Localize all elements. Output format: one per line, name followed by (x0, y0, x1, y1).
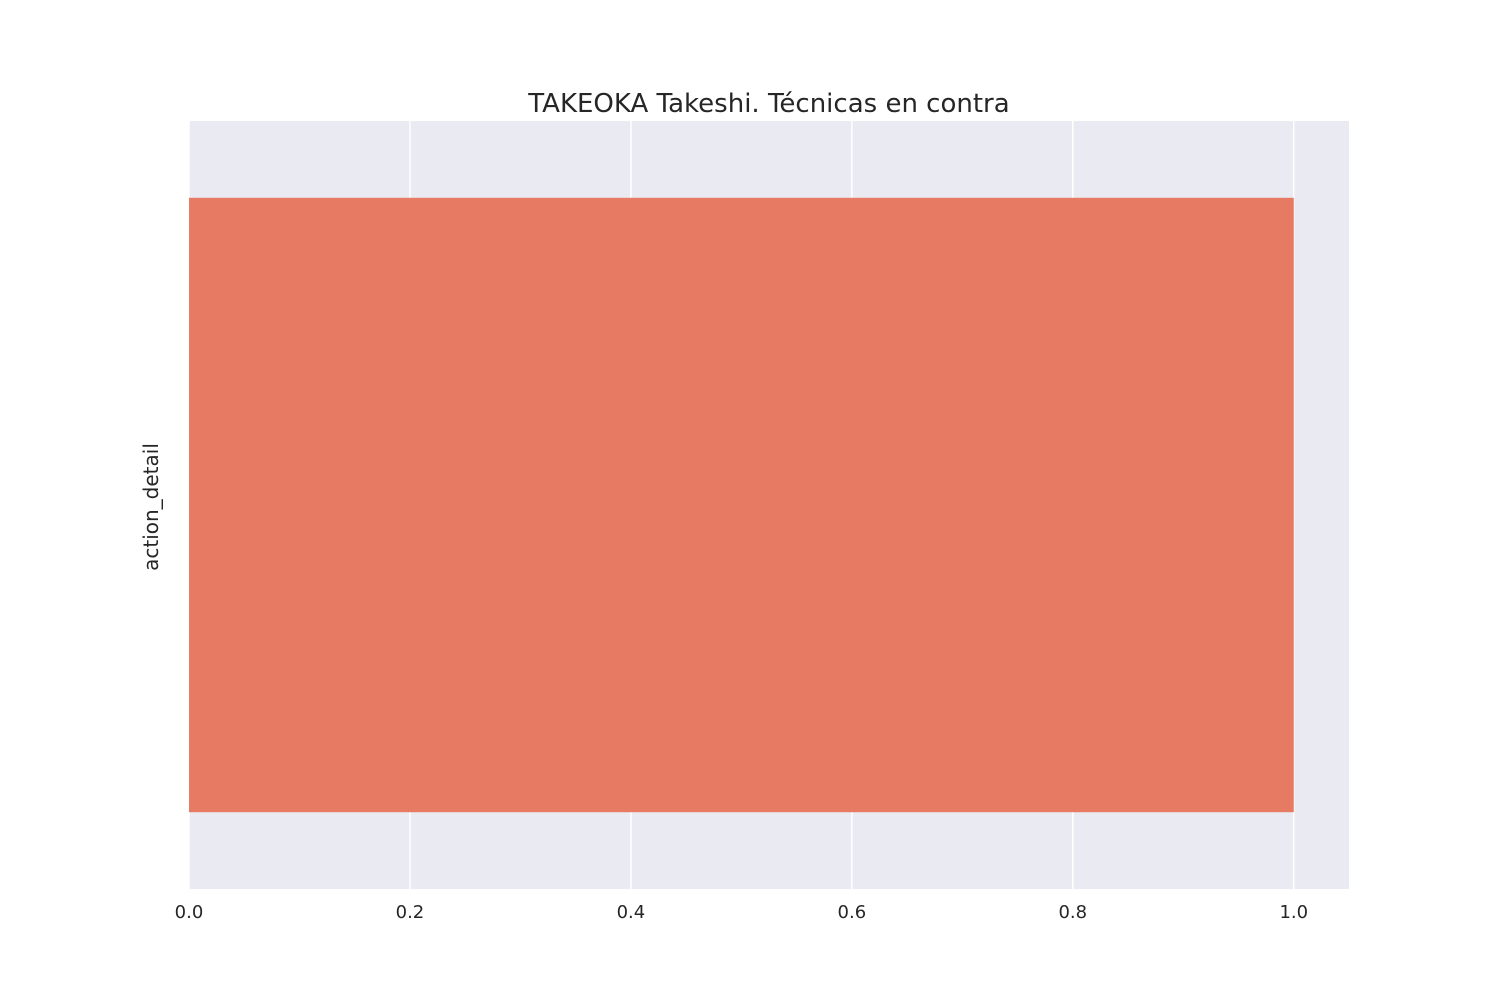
chart-title: TAKEOKA Takeshi. Técnicas en contra (527, 89, 1009, 119)
x-tick-label: 0.8 (1058, 902, 1087, 923)
x-tick-label: 0.2 (396, 902, 425, 923)
x-tick-label: 1.0 (1279, 902, 1308, 923)
x-tick-label: 0.4 (617, 902, 646, 923)
y-axis-label: action_detail (139, 443, 163, 571)
x-tick-labels: 0.0 0.2 0.4 0.6 0.8 1.0 (175, 902, 1308, 923)
x-tick-label: 0.6 (838, 902, 867, 923)
bars (189, 197, 1294, 813)
x-tick-label: 0.0 (175, 902, 204, 923)
bar (189, 197, 1294, 813)
